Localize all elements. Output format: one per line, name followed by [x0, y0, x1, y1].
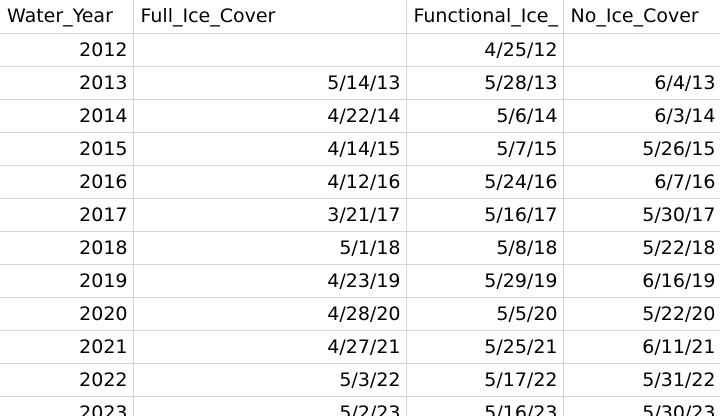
- table-row: 2022 5/3/22 5/17/22 5/31/22: [0, 363, 720, 397]
- cell-full-ice-cover[interactable]: [133, 33, 407, 67]
- cell-no-ice-cover[interactable]: 5/30/23: [563, 396, 720, 416]
- cell-no-ice-cover[interactable]: 5/22/18: [563, 231, 720, 265]
- table-row: 2017 3/21/17 5/16/17 5/30/17: [0, 198, 720, 232]
- table-row: 2019 4/23/19 5/29/19 6/16/19: [0, 264, 720, 298]
- cell-no-ice-cover[interactable]: 6/3/14: [563, 99, 720, 133]
- cell-water-year[interactable]: 2017: [0, 198, 134, 232]
- cell-water-year[interactable]: 2020: [0, 297, 134, 331]
- cell-functional-ice[interactable]: 4/25/12: [406, 33, 564, 67]
- table-row: 2014 4/22/14 5/6/14 6/3/14: [0, 99, 720, 133]
- header-cell-water-year[interactable]: Water_Year: [0, 0, 134, 34]
- cell-no-ice-cover[interactable]: 6/7/16: [563, 165, 720, 199]
- table-row: 2021 4/27/21 5/25/21 6/11/21: [0, 330, 720, 364]
- table-row: 2015 4/14/15 5/7/15 5/26/15: [0, 132, 720, 166]
- cell-no-ice-cover[interactable]: 5/31/22: [563, 363, 720, 397]
- cell-full-ice-cover[interactable]: 4/14/15: [133, 132, 407, 166]
- header-row: Water_Year Full_Ice_Cover Functional_Ice…: [0, 0, 720, 34]
- header-cell-functional-ice[interactable]: Functional_Ice_: [406, 0, 564, 34]
- header-cell-no-ice-cover[interactable]: No_Ice_Cover: [563, 0, 720, 34]
- cell-full-ice-cover[interactable]: 4/23/19: [133, 264, 407, 298]
- cell-full-ice-cover[interactable]: 4/27/21: [133, 330, 407, 364]
- cell-functional-ice[interactable]: 5/6/14: [406, 99, 564, 133]
- cell-no-ice-cover[interactable]: 5/26/15: [563, 132, 720, 166]
- cell-water-year[interactable]: 2016: [0, 165, 134, 199]
- table-row: 2018 5/1/18 5/8/18 5/22/18: [0, 231, 720, 265]
- table-row: 2023 5/2/23 5/16/23 5/30/23: [0, 396, 720, 416]
- cell-functional-ice[interactable]: 5/25/21: [406, 330, 564, 364]
- cell-functional-ice[interactable]: 5/16/17: [406, 198, 564, 232]
- cell-no-ice-cover[interactable]: 6/4/13: [563, 66, 720, 100]
- cell-full-ice-cover[interactable]: 5/1/18: [133, 231, 407, 265]
- cell-no-ice-cover[interactable]: 5/22/20: [563, 297, 720, 331]
- cell-water-year[interactable]: 2015: [0, 132, 134, 166]
- cell-full-ice-cover[interactable]: 3/21/17: [133, 198, 407, 232]
- cell-water-year[interactable]: 2023: [0, 396, 134, 416]
- cell-water-year[interactable]: 2019: [0, 264, 134, 298]
- cell-no-ice-cover[interactable]: 6/11/21: [563, 330, 720, 364]
- cell-functional-ice[interactable]: 5/28/13: [406, 66, 564, 100]
- header-cell-full-ice-cover[interactable]: Full_Ice_Cover: [133, 0, 407, 34]
- cell-water-year[interactable]: 2013: [0, 66, 134, 100]
- table-row: 2016 4/12/16 5/24/16 6/7/16: [0, 165, 720, 199]
- cell-functional-ice[interactable]: 5/24/16: [406, 165, 564, 199]
- cell-full-ice-cover[interactable]: 4/22/14: [133, 99, 407, 133]
- cell-functional-ice[interactable]: 5/8/18: [406, 231, 564, 265]
- table-row: 2012 4/25/12: [0, 33, 720, 67]
- cell-full-ice-cover[interactable]: 5/14/13: [133, 66, 407, 100]
- cell-no-ice-cover[interactable]: 6/16/19: [563, 264, 720, 298]
- cell-functional-ice[interactable]: 5/16/23: [406, 396, 564, 416]
- cell-water-year[interactable]: 2021: [0, 330, 134, 364]
- cell-functional-ice[interactable]: 5/7/15: [406, 132, 564, 166]
- cell-no-ice-cover[interactable]: [563, 33, 720, 67]
- cell-functional-ice[interactable]: 5/29/19: [406, 264, 564, 298]
- cell-no-ice-cover[interactable]: 5/30/17: [563, 198, 720, 232]
- cell-functional-ice[interactable]: 5/17/22: [406, 363, 564, 397]
- cell-full-ice-cover[interactable]: 4/12/16: [133, 165, 407, 199]
- cell-water-year[interactable]: 2014: [0, 99, 134, 133]
- cell-water-year[interactable]: 2018: [0, 231, 134, 265]
- cell-full-ice-cover[interactable]: 4/28/20: [133, 297, 407, 331]
- table-row: 2020 4/28/20 5/5/20 5/22/20: [0, 297, 720, 331]
- cell-functional-ice[interactable]: 5/5/20: [406, 297, 564, 331]
- cell-water-year[interactable]: 2022: [0, 363, 134, 397]
- cell-full-ice-cover[interactable]: 5/2/23: [133, 396, 407, 416]
- cell-full-ice-cover[interactable]: 5/3/22: [133, 363, 407, 397]
- cell-water-year[interactable]: 2012: [0, 33, 134, 67]
- table-row: 2013 5/14/13 5/28/13 6/4/13: [0, 66, 720, 100]
